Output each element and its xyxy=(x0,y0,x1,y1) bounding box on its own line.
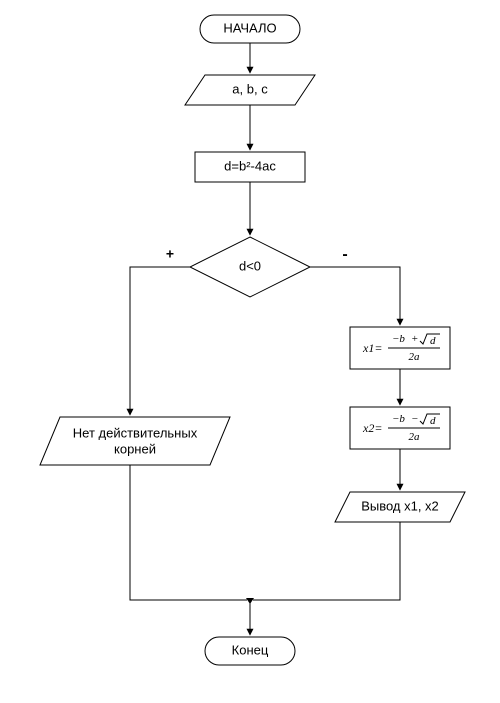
edge-decision-true: + xyxy=(130,246,190,415)
input-node: a, b, c xyxy=(185,75,315,105)
x1-lhs: x1= xyxy=(362,341,382,355)
x2-num-b: − xyxy=(411,413,418,425)
decision-node: d<0 xyxy=(190,237,310,297)
x1-num-a: −b xyxy=(392,333,405,345)
x2-num-a: −b xyxy=(392,413,405,425)
calc-d-node: d=b²-4ac xyxy=(195,152,305,182)
calc-d-label: d=b²-4ac xyxy=(224,158,276,173)
no-roots-line2: корней xyxy=(114,441,156,456)
decision-false-label: - xyxy=(342,246,347,263)
x1-den: 2a xyxy=(409,351,421,363)
output-node: Вывод x1, x2 xyxy=(335,492,465,522)
decision-true-label: + xyxy=(166,246,174,262)
decision-label: d<0 xyxy=(239,258,261,273)
end-node: Конец xyxy=(205,637,295,665)
edge-decision-false: - xyxy=(310,246,400,325)
output-label: Вывод x1, x2 xyxy=(361,498,439,513)
x2-num-c: d xyxy=(430,415,436,427)
x1-node: x1= −b + d 2a xyxy=(350,327,450,369)
end-label: Конец xyxy=(232,642,269,657)
x2-node: x2= −b − d 2a xyxy=(350,407,450,449)
x2-lhs: x2= xyxy=(362,421,382,435)
input-label: a, b, c xyxy=(232,81,268,96)
no-roots-line1: Нет действительных xyxy=(73,425,198,440)
x1-num-c: d xyxy=(430,335,436,347)
edge-merge xyxy=(130,465,400,635)
start-label: НАЧАЛО xyxy=(223,20,276,35)
x1-num-b: + xyxy=(411,333,418,345)
x2-den: 2a xyxy=(409,431,421,443)
no-roots-node: Нет действительных корней xyxy=(40,417,230,465)
start-node: НАЧАЛО xyxy=(200,15,300,43)
